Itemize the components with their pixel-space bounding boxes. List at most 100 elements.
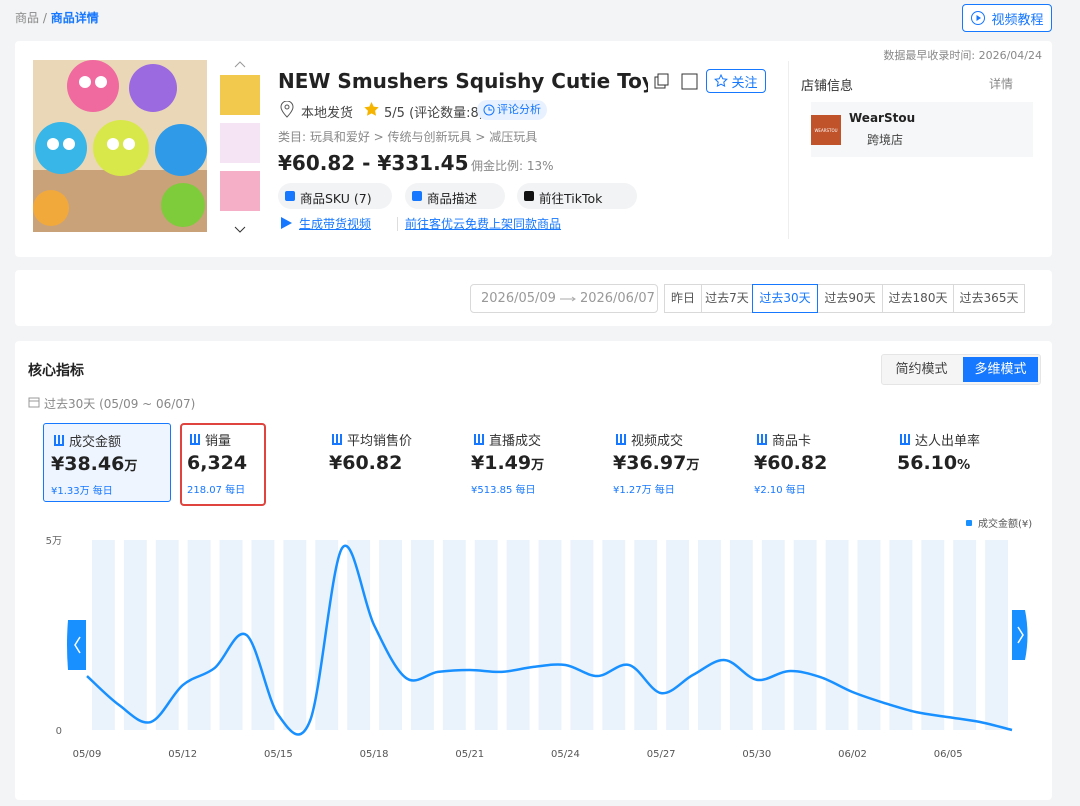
play-icon xyxy=(971,11,986,25)
metric-daily: ¥1.33万 每日 xyxy=(51,486,113,497)
metric-label: 达人出单率 xyxy=(915,434,981,449)
action-button[interactable]: 商品描述 xyxy=(405,183,505,209)
shop-heading: 店铺信息 xyxy=(801,79,854,94)
column-band xyxy=(698,540,721,730)
divider xyxy=(788,61,789,239)
shop-box[interactable]: WEARSTOU WearStou 跨境店 xyxy=(811,102,1033,157)
column-band xyxy=(602,540,626,730)
metric-label: 成交金额 xyxy=(69,435,122,450)
legend-swatch xyxy=(966,520,972,526)
metric-card[interactable]: 商品卡 ¥60.82 ¥2.10 每日 xyxy=(747,423,875,502)
metric-value: ¥38.46万 xyxy=(51,453,137,475)
review-analysis-text: 评论分析 xyxy=(497,103,541,116)
column-band xyxy=(921,540,945,730)
date-range[interactable]: 2026/05/09 2026/06/07 xyxy=(470,284,658,313)
breadcrumb: 商品 / 商品详情 xyxy=(15,9,99,26)
x-tick-label: 06/02 xyxy=(838,749,867,760)
prev-arrow[interactable] xyxy=(67,620,86,670)
metric-number: ¥38.46 xyxy=(51,453,125,475)
listing-link[interactable]: 前往客优云免费上架同款商品 xyxy=(405,217,562,231)
rating: 5/5 (评论数量:8) xyxy=(384,102,484,121)
metric-daily: 218.07 每日 xyxy=(187,485,246,496)
x-tick-label: 05/21 xyxy=(455,749,484,760)
column-band xyxy=(506,540,530,730)
video-logo xyxy=(281,217,292,229)
column-band xyxy=(410,540,434,730)
action-icon xyxy=(412,191,422,201)
tutorial-button[interactable]: 视频教程 xyxy=(962,4,1052,32)
y-tick-label: 5万 xyxy=(46,536,62,547)
legend-label: 成交金额(¥) xyxy=(978,517,1032,530)
review-analysis[interactable]: 评论分析 xyxy=(477,100,547,120)
period: 过去30天 (05/09 ~ 06/07) xyxy=(44,397,196,411)
metric-value: ¥1.49万 xyxy=(471,452,544,474)
metric-label: 销量 xyxy=(205,434,232,449)
bar-icon xyxy=(190,434,200,445)
next-arrow[interactable] xyxy=(1012,610,1028,660)
metric-value: 56.10% xyxy=(897,452,970,474)
crumb-current: 商品详情 xyxy=(50,11,99,25)
metric-card[interactable]: 直播成交 ¥1.49万 ¥513.85 每日 xyxy=(464,423,592,502)
category: 类目: 玩具和爱好 > 传统与创新玩具 > 减压玩具 xyxy=(278,130,538,144)
metric-label: 视频成交 xyxy=(631,434,684,449)
shop-details[interactable]: 详情 xyxy=(989,77,1014,91)
metric-card[interactable]: 视频成交 ¥36.97万 ¥1.27万 每日 xyxy=(606,423,734,502)
metric-value: ¥60.82 xyxy=(329,452,402,474)
column-band xyxy=(761,540,785,730)
metric-daily: ¥1.27万 每日 xyxy=(613,485,675,496)
metric-daily: ¥513.85 每日 xyxy=(471,485,536,496)
metric-card[interactable]: 平均销售价 ¥60.82 xyxy=(322,423,450,502)
metric-number: ¥60.82 xyxy=(329,452,403,474)
star-icon xyxy=(714,74,729,88)
bar-icon xyxy=(54,435,64,446)
preset-button[interactable]: 过去7天 xyxy=(701,284,753,313)
preset-button[interactable]: 过去30天 xyxy=(752,284,818,313)
follow-button[interactable]: 关注 xyxy=(706,69,766,93)
bar-icon xyxy=(757,434,767,445)
generate-video-link[interactable]: 生成带货视频 xyxy=(299,217,372,231)
column-band xyxy=(187,540,211,730)
metric-value: ¥36.97万 xyxy=(613,452,699,474)
preset-button[interactable]: 过去90天 xyxy=(817,284,883,313)
clock-icon xyxy=(483,104,495,116)
x-tick-label: 05/24 xyxy=(551,749,580,760)
column-band xyxy=(793,540,817,730)
metric-daily: ¥2.10 每日 xyxy=(754,485,806,496)
sep: / xyxy=(42,11,47,25)
product-title: NEW Smushers Squishy Cutie Toy ,Funr xyxy=(278,69,648,93)
metric-number: 56.10 xyxy=(897,452,958,474)
column-band xyxy=(953,540,977,730)
crumb[interactable]: 商品 xyxy=(15,11,40,25)
mode-button[interactable]: 多维模式 xyxy=(963,357,1038,382)
product-image xyxy=(33,60,207,232)
metric-number: 6,324 xyxy=(187,452,248,474)
metric-card[interactable]: 达人出单率 56.10% xyxy=(890,423,1018,502)
date-card: 2026/05/09 2026/06/07 昨日 过去7天 过去30天 过去90天 过去1… xyxy=(15,270,1052,326)
metric-label: 平均销售价 xyxy=(347,434,413,449)
preset-button[interactable]: 过去180天 xyxy=(882,284,954,313)
preset-button[interactable]: 昨日 xyxy=(664,284,702,313)
metric-card[interactable]: 成交金额 ¥38.46万 ¥1.33万 每日 xyxy=(43,423,171,502)
shipping: 本地发货 xyxy=(301,106,354,121)
mode-button[interactable]: 简约模式 xyxy=(895,362,948,377)
rating-star xyxy=(364,102,379,116)
date-end: 2026/06/07 xyxy=(579,291,655,306)
column-band xyxy=(634,540,658,730)
follow-text: 关注 xyxy=(731,75,758,91)
action-icon xyxy=(524,191,534,201)
metric-unit: 万 xyxy=(531,458,545,473)
column-band xyxy=(155,540,179,730)
action-button[interactable]: 商品SKU (7) xyxy=(278,183,392,209)
preset-button[interactable]: 过去365天 xyxy=(953,284,1025,313)
column-band xyxy=(666,540,690,730)
action-button[interactable]: 前往TikTok xyxy=(517,183,637,209)
metric-value: ¥60.82 xyxy=(754,452,827,474)
bar-icon xyxy=(332,434,342,445)
x-tick-label: 06/05 xyxy=(934,749,963,760)
column-band xyxy=(570,540,594,730)
commission: 佣金比例: 13% xyxy=(471,159,554,173)
title-icons[interactable] xyxy=(653,72,701,92)
metric-card[interactable]: 销量 6,324 218.07 每日 xyxy=(180,423,308,502)
action-text: 前往TikTok xyxy=(539,191,603,206)
